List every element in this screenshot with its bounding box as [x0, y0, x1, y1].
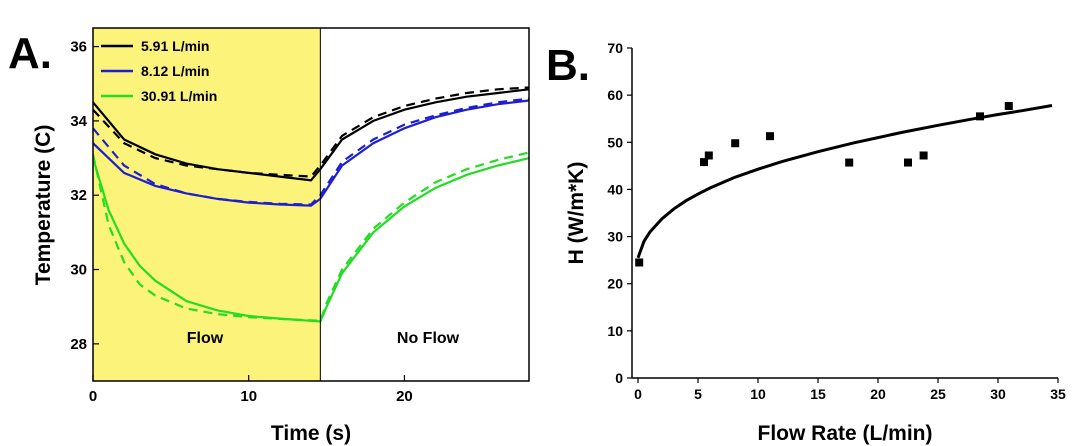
fit-curve — [636, 104, 1053, 259]
x-tick-label: 15 — [810, 386, 826, 402]
series-line-1 — [93, 86, 529, 178]
data-point — [919, 151, 928, 160]
series-line-2 — [93, 99, 529, 207]
panel-a: A. 0 10 20 28 30 32 34 36 Flow No Flow 5.91 L/… — [8, 27, 530, 445]
y-tick-label: 60 — [607, 87, 623, 103]
x-tick-label: 20 — [396, 388, 413, 405]
x-tick-label: 0 — [634, 386, 642, 402]
series-line-5 — [93, 151, 529, 322]
panel-b-x-axis-label: Flow Rate (L/min) — [758, 422, 933, 445]
y-tick-label: 20 — [607, 276, 623, 292]
flow-region-label: Flow — [187, 330, 224, 347]
y-tick-label: 10 — [607, 323, 623, 339]
panel-a-label: A. — [8, 29, 52, 78]
fit-curve-line — [636, 104, 1053, 259]
y-tick-label: 50 — [607, 134, 623, 150]
panel-b-y-axis-label: H (W/m*K) — [565, 162, 588, 265]
panel-a-legend: 5.91 L/min 8.12 L/min 30.91 L/min — [101, 38, 217, 104]
x-tick-label: 30 — [990, 386, 1006, 402]
no-flow-region-label: No Flow — [397, 330, 460, 347]
data-point — [731, 139, 740, 148]
x-tick-label: 5 — [694, 386, 702, 402]
data-point — [704, 151, 713, 160]
y-tick-label: 30 — [607, 229, 623, 245]
panel-a-y-ticks: 28 30 32 34 36 — [70, 39, 99, 353]
panel-a-y-axis-label: Temperature (C) — [32, 125, 55, 286]
scatter-points — [635, 101, 1013, 267]
x-tick-label: 25 — [930, 386, 946, 402]
data-point — [904, 158, 912, 167]
data-point — [845, 158, 854, 167]
x-tick-label: 0 — [89, 388, 97, 405]
panel-b: B. 0 5 10 15 20 25 30 35 0 10 20 30 40 50 60 70 Flow R… — [546, 40, 1066, 445]
panel-a-x-ticks: 0 10 20 — [89, 375, 413, 405]
panel-b-x-ticks: 0 5 10 15 20 25 30 35 — [634, 378, 1066, 402]
x-tick-label: 10 — [240, 388, 257, 405]
panel-a-series — [93, 86, 529, 323]
y-tick-label: 34 — [70, 113, 87, 130]
y-tick-label: 30 — [70, 262, 87, 279]
panel-b-label: B. — [546, 41, 590, 90]
x-tick-label: 10 — [750, 386, 766, 402]
legend-label: 8.12 L/min — [141, 63, 209, 79]
y-tick-label: 36 — [70, 39, 87, 56]
data-point — [766, 132, 774, 141]
panel-a-frame — [92, 27, 530, 382]
data-point — [1004, 101, 1013, 110]
y-tick-label: 70 — [607, 40, 623, 56]
series-line-0 — [93, 88, 529, 182]
y-tick-label: 32 — [70, 187, 87, 204]
legend-label: 30.91 L/min — [141, 88, 217, 104]
y-tick-label: 0 — [615, 370, 623, 386]
y-tick-label: 28 — [70, 336, 87, 353]
data-point — [635, 258, 644, 267]
panel-b-y-ticks: 0 10 20 30 40 50 60 70 — [607, 40, 632, 386]
x-tick-label: 20 — [870, 386, 886, 402]
legend-label: 5.91 L/min — [141, 38, 209, 54]
data-point — [976, 112, 984, 121]
data-point — [700, 158, 708, 167]
panel-a-x-axis-label: Time (s) — [271, 422, 351, 445]
y-tick-label: 40 — [607, 181, 623, 197]
x-tick-label: 35 — [1050, 386, 1066, 402]
